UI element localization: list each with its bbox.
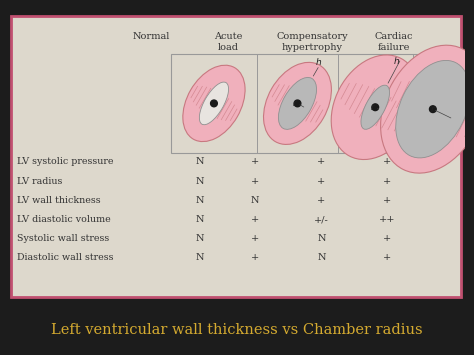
Text: r: r [293,99,296,108]
Text: N: N [251,196,259,205]
Text: +: + [251,234,259,243]
Text: h: h [316,58,321,67]
Text: LV diastolic volume: LV diastolic volume [17,215,111,224]
Ellipse shape [264,62,331,144]
Text: +/-: +/- [314,215,329,224]
Text: Acute
load: Acute load [214,32,243,52]
Text: r: r [371,103,374,112]
FancyBboxPatch shape [11,16,461,297]
Text: LV radius: LV radius [17,177,63,186]
Ellipse shape [200,82,228,125]
Text: +: + [383,234,391,243]
Ellipse shape [396,60,470,158]
Text: N: N [195,177,204,186]
Text: r: r [431,105,435,114]
Text: +: + [383,253,391,262]
Text: +: + [251,177,259,186]
Text: +: + [251,215,259,224]
Text: Cardiac
failure: Cardiac failure [374,32,413,52]
Circle shape [429,106,436,113]
Text: +: + [383,196,391,205]
Text: N: N [317,253,326,262]
Circle shape [372,104,379,111]
Text: N: N [195,158,204,166]
Text: Diastolic wall stress: Diastolic wall stress [17,253,114,262]
Ellipse shape [331,55,419,159]
Ellipse shape [183,65,245,142]
Text: N: N [195,234,204,243]
Ellipse shape [381,45,474,173]
Text: Compensatory
hypertrophy: Compensatory hypertrophy [276,32,348,52]
Text: +: + [383,177,391,186]
Text: +: + [383,158,391,166]
Text: +: + [318,158,326,166]
Text: +: + [318,177,326,186]
Ellipse shape [361,85,390,129]
Text: LV systolic pressure: LV systolic pressure [17,158,114,166]
Text: N: N [195,196,204,205]
Text: +: + [318,196,326,205]
Circle shape [210,100,217,107]
Circle shape [294,100,301,107]
Text: Systolic wall stress: Systolic wall stress [17,234,109,243]
Text: N: N [195,253,204,262]
Bar [171,54,453,153]
Text: +: + [251,158,259,166]
Ellipse shape [278,77,317,129]
Text: h: h [393,57,399,66]
Text: Left ventricular wall thickness vs Chamber radius: Left ventricular wall thickness vs Chamb… [51,323,423,337]
Text: N: N [317,234,326,243]
Text: N: N [195,215,204,224]
Text: LV wall thickness: LV wall thickness [17,196,101,205]
Text: Normal: Normal [133,32,170,42]
Text: ++: ++ [379,215,395,224]
Text: +: + [251,253,259,262]
